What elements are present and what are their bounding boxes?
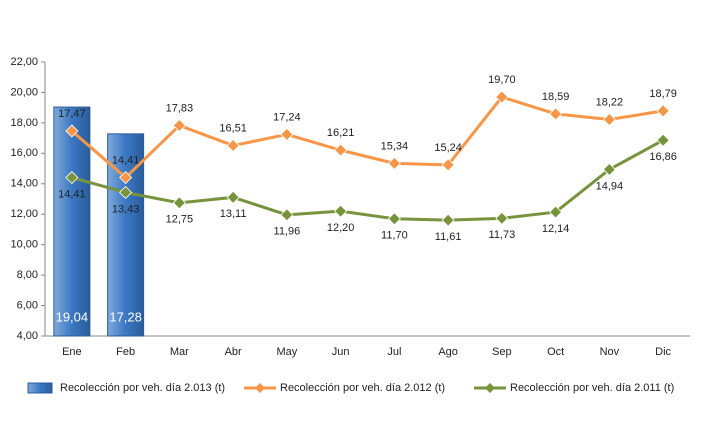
legend-swatch — [27, 382, 53, 394]
y-tick-label: 6,00 — [17, 299, 38, 311]
marker — [65, 170, 79, 185]
y-tick-label: 16,00 — [10, 147, 38, 159]
marker — [656, 104, 670, 118]
y-tick-label: 4,00 — [17, 330, 38, 342]
x-tick-label: Dic — [655, 346, 671, 358]
legend-marker — [485, 383, 495, 393]
data-label: 16,51 — [219, 122, 247, 134]
y-tick-label: 8,00 — [17, 269, 38, 281]
data-label: 18,59 — [542, 91, 570, 103]
x-tick-label: Jun — [332, 346, 350, 358]
data-label: 11,61 — [435, 231, 462, 243]
marker — [495, 90, 509, 104]
data-label: 16,86 — [649, 151, 677, 163]
data-label: 12,14 — [542, 223, 570, 235]
data-label: 17,28 — [109, 309, 142, 324]
y-tick-label: 14,00 — [10, 178, 38, 190]
marker — [280, 208, 294, 222]
data-label: 19,70 — [488, 74, 516, 86]
marker — [172, 118, 186, 133]
data-label: 11,96 — [274, 226, 301, 238]
data-label: 12,75 — [166, 214, 194, 226]
marker — [387, 156, 401, 170]
x-tick-label: Jul — [387, 346, 401, 358]
marker — [656, 133, 670, 147]
data-label: 17,83 — [166, 102, 194, 114]
data-label: 17,47 — [58, 108, 86, 120]
marker — [172, 196, 186, 210]
marker — [334, 143, 348, 157]
data-label: 19,04 — [56, 309, 89, 324]
marker — [387, 212, 401, 226]
data-label: 18,22 — [596, 96, 624, 108]
y-tick-label: 10,00 — [10, 239, 38, 251]
marker — [280, 127, 294, 142]
marker — [441, 158, 455, 172]
marker — [602, 162, 616, 177]
data-label: 16,21 — [327, 127, 355, 139]
data-label: 13,11 — [220, 208, 247, 220]
marker — [495, 211, 509, 225]
y-tick-label: 20,00 — [10, 86, 38, 98]
data-label: 11,70 — [381, 230, 408, 242]
data-label: 14,94 — [596, 180, 624, 192]
x-tick-label: Sep — [492, 346, 512, 358]
x-tick-label: Abr — [225, 346, 242, 358]
marker — [65, 124, 79, 138]
x-tick-label: Mar — [170, 346, 189, 358]
data-label: 14,41 — [58, 188, 86, 200]
line — [70, 95, 664, 180]
marker — [119, 170, 133, 185]
marker — [549, 107, 563, 121]
marker — [119, 185, 133, 200]
marker — [602, 112, 616, 127]
x-tick-label: Oct — [547, 346, 564, 358]
y-tick-label: 18,00 — [10, 117, 38, 129]
x-tick-label: Feb — [116, 346, 135, 358]
x-tick-label: Ene — [62, 346, 82, 358]
data-label: 11,73 — [489, 229, 516, 241]
marker — [549, 205, 563, 219]
y-tick-label: 22,00 — [10, 56, 38, 68]
data-label: 15,24 — [434, 142, 462, 154]
legend-marker — [255, 383, 265, 393]
y-tick-label: 12,00 — [10, 208, 38, 220]
data-label: 18,79 — [649, 88, 677, 100]
legend-label: Recolección por veh. día 2.013 (t) — [60, 382, 225, 394]
marker — [226, 190, 240, 204]
legend-label: Recolección por veh. día 2.012 (t) — [280, 382, 445, 394]
data-label: 15,34 — [381, 140, 409, 152]
data-label: 14,41 — [112, 154, 140, 166]
x-tick-label: Ago — [438, 346, 458, 358]
data-label: 17,24 — [273, 111, 301, 123]
marker — [226, 139, 240, 153]
x-tick-label: May — [276, 346, 297, 358]
legend-label: Recolección por veh. día 2.011 (t) — [510, 382, 674, 394]
data-label: 13,43 — [112, 203, 140, 215]
x-tick-label: Nov — [600, 346, 620, 358]
marker — [334, 204, 348, 218]
line — [71, 138, 664, 222]
bar — [53, 106, 91, 337]
marker — [441, 213, 455, 227]
data-label: 12,20 — [327, 222, 355, 234]
